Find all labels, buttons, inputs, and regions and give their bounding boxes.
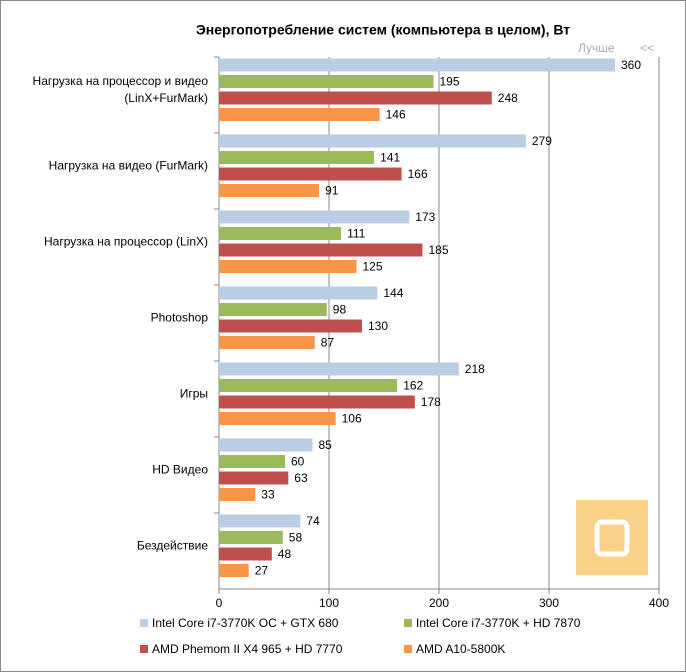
bar (219, 395, 415, 409)
y-tick-label: Бездействие (136, 538, 208, 553)
bar (219, 471, 289, 485)
legend-label: Intel Core i7-3770K OC + GTX 680 (152, 616, 339, 630)
value-label: 87 (321, 336, 335, 350)
bar (219, 514, 301, 528)
x-tick-label: 100 (319, 596, 339, 610)
bar (219, 286, 378, 300)
bar (219, 564, 249, 577)
legend-label: AMD A10-5800K (416, 642, 505, 656)
value-label: 125 (363, 260, 383, 274)
logo-symbol (594, 519, 630, 557)
value-label: 74 (306, 514, 320, 528)
legend-swatch (140, 645, 148, 653)
logo (576, 500, 648, 575)
value-label: 27 (255, 564, 269, 578)
x-tick-label: 400 (649, 596, 669, 610)
annotation-arrow: << (640, 41, 654, 55)
bar (219, 379, 398, 392)
bar (219, 547, 272, 561)
y-tick-label: Нагрузка на процессор (LinX) (44, 234, 208, 249)
bar (219, 488, 256, 501)
value-label: 195 (440, 75, 460, 89)
x-tick-label: 200 (429, 596, 449, 610)
bar (219, 243, 423, 257)
legend-label: AMD Phemom II X4 965 + HD 7770 (152, 642, 343, 656)
value-label: 85 (319, 438, 333, 452)
value-label: 178 (421, 395, 441, 409)
bar (219, 303, 327, 316)
value-label: 63 (294, 471, 308, 485)
value-label: 218 (465, 362, 485, 376)
bar (219, 167, 402, 181)
y-tick-label: Нагрузка на процессор и видео (LinX+FurM… (32, 74, 208, 105)
value-label: 141 (380, 151, 400, 165)
legend-label: Intel Core i7-3770K + HD 7870 (416, 616, 581, 630)
value-label: 91 (325, 184, 339, 198)
bar (219, 412, 336, 425)
y-tick-label: HD Видео (152, 462, 208, 477)
value-label: 48 (278, 547, 292, 561)
y-tick-label: Нагрузка на видео (FurMark) (48, 158, 208, 173)
value-label: 144 (383, 286, 403, 300)
bar (219, 227, 342, 240)
bar (219, 108, 380, 121)
bar (219, 91, 492, 105)
bar (219, 75, 434, 88)
value-label: 360 (621, 58, 641, 72)
bar (219, 134, 526, 148)
x-tick-label: 300 (539, 596, 559, 610)
bar (219, 455, 285, 468)
bar (219, 531, 283, 544)
legend-swatch (140, 619, 148, 627)
value-label: 33 (261, 488, 275, 502)
legend-swatch (404, 619, 412, 627)
value-label: 98 (333, 303, 347, 317)
bar (219, 260, 357, 273)
value-label: 106 (342, 412, 362, 426)
y-tick-label: Photoshop (150, 310, 208, 325)
bar (219, 319, 362, 333)
x-tick-label: 0 (216, 596, 223, 610)
value-label: 185 (429, 243, 449, 257)
value-label: 60 (291, 455, 305, 469)
value-label: 279 (532, 134, 552, 148)
value-label: 162 (403, 379, 423, 393)
value-label: 248 (498, 91, 518, 105)
value-label: 166 (408, 167, 428, 181)
bar (219, 210, 410, 224)
bar (219, 184, 320, 197)
value-label: 130 (368, 319, 388, 333)
bar (219, 58, 615, 72)
bar (219, 438, 313, 452)
chart-title: Энергопотребление систем (компьютера в ц… (196, 22, 570, 38)
value-label: 111 (347, 227, 366, 241)
bar (219, 362, 459, 376)
annotation: Лучше (578, 41, 615, 55)
value-label: 146 (386, 108, 406, 122)
bar (219, 151, 375, 164)
value-label: 173 (415, 210, 435, 224)
y-tick-label: Игры (179, 386, 208, 401)
value-label: 58 (289, 531, 303, 545)
bar (219, 336, 315, 349)
legend-swatch (404, 645, 412, 653)
